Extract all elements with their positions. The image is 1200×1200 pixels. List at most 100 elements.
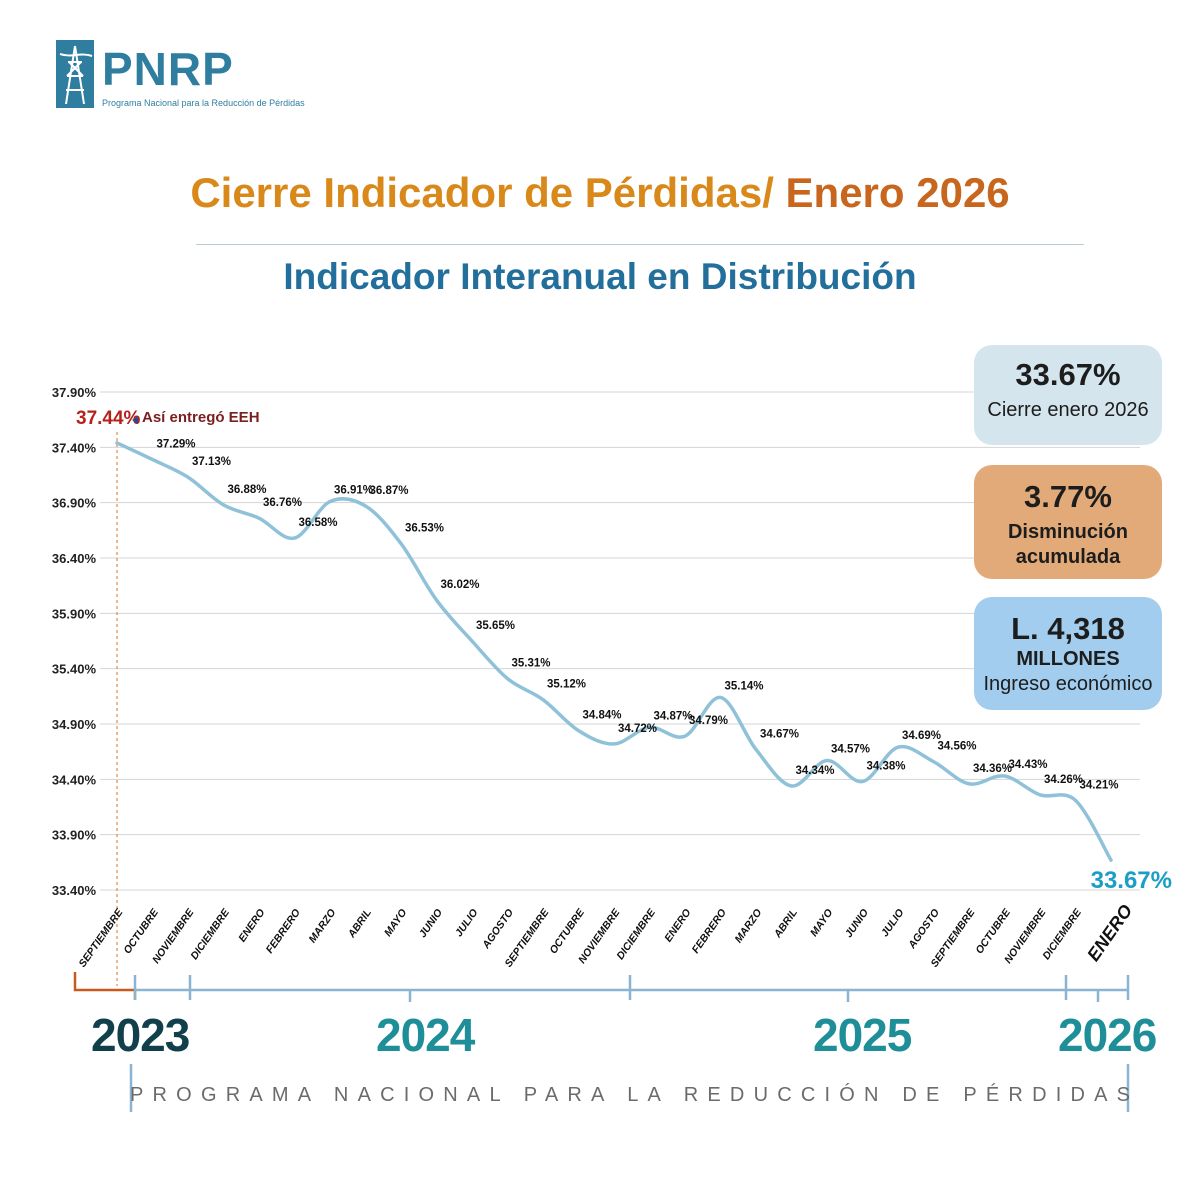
data-point-28 [1109,858,1113,862]
x-tick-label: ABRIL [771,907,800,941]
title-year: Enero 2026 [773,169,1010,216]
data-point-13 [577,729,580,733]
data-label: 35.65% [476,620,515,632]
data-point-15 [648,725,651,729]
y-tick-label: 36.90% [52,496,97,511]
data-label: 35.14% [725,680,764,692]
x-tick-label: ABRIL [345,907,374,941]
data-point-23 [932,760,935,764]
data-point-4 [257,516,261,520]
title-divider [196,244,1084,245]
data-point-21 [861,780,864,784]
data-label: 34.34% [796,765,835,777]
decrease-value: 3.77% [1024,479,1112,514]
x-tick-label-current: ENERO [1083,901,1136,965]
data-label: 34.79% [689,715,728,727]
x-tick-label: ENERO [236,907,267,944]
data-point-9 [435,598,438,602]
data-point-6 [328,500,332,504]
data-label: 36.87% [370,485,409,497]
decrease-card: 3.77% Disminución acumulada [974,465,1162,579]
data-label: 35.31% [512,658,551,670]
x-tick-label: MARZO [307,907,339,945]
closing-value: 33.67% [1015,357,1121,392]
x-tick-label: OCTUBRE [547,906,587,956]
data-label: 34.21% [1080,779,1119,791]
x-tick-label: JULIO [879,907,907,939]
x-tick-label: AGOSTO [480,907,516,952]
data-label: 36.76% [263,497,302,509]
decrease-label-line-1: Disminución [1007,521,1128,543]
data-label: 36.02% [441,579,480,591]
data-label: 34.38% [867,761,906,773]
x-tick-label: JUNIO [843,907,871,940]
data-point-20 [825,759,829,763]
x-tick-label: MAYO [808,907,835,939]
y-tick-label: 34.40% [52,772,97,787]
data-point-14 [612,742,616,746]
data-point-5 [293,536,296,540]
pnrp-logo: PNRP Programa Nacional para la Reducción… [56,40,305,112]
y-tick-label: 36.40% [52,551,97,566]
data-label: 37.29% [157,439,196,451]
data-label: 36.53% [405,523,444,535]
y-tick-label: 35.40% [52,662,97,677]
year-bracket-2023 [73,972,137,1000]
data-point-24 [967,782,971,786]
x-tick-label: OCTUBRE [973,906,1013,956]
closing-label: Cierre enero 2026 [987,399,1149,421]
logo-name: PNRP [102,43,234,95]
data-point-10 [470,639,474,643]
data-label: 34.69% [902,730,941,742]
x-tick-label: MARZO [733,907,765,945]
x-tick-label: OCTUBRE [121,906,161,956]
page-subtitle: Indicador Interanual en Distribución [283,256,917,297]
footer-text: PROGRAMA NACIONAL PARA LA REDUCCIÓN DE P… [130,1084,1140,1106]
data-label: 36.91% [334,485,373,497]
page-title: Cierre Indicador de Pérdidas/ Enero 2026 [0,172,1200,214]
data-point-18 [754,747,758,751]
data-point-11 [506,677,509,681]
y-tick-label: 37.90% [52,385,97,400]
data-point-7 [364,504,367,508]
income-label: Ingreso económico [983,673,1153,695]
logo-tagline: Programa Nacional para la Reducción de P… [102,98,305,108]
year-label-2023: 2023 [91,1009,190,1061]
annotation-text: Así entregó EEH [142,409,260,426]
data-point-16 [683,734,687,738]
y-tick-label: 33.90% [52,828,97,843]
data-label: 34.84% [583,710,622,722]
x-tick-label: FEBRERO [690,907,729,956]
data-label: 34.87% [654,710,693,722]
data-point-25 [1003,774,1006,778]
income-value: L. 4,318 [1011,611,1125,646]
pointer-arrow-icon [132,416,138,424]
y-tick-label: 34.90% [52,717,97,732]
end-value-label: 33.67% [1091,867,1172,894]
start-value-label: 37.44% [76,408,141,429]
data-point-8 [399,542,403,546]
data-label: 34.43% [1009,759,1048,771]
x-tick-label: JULIO [453,907,481,939]
data-label: 36.88% [228,484,267,496]
x-tick-label: AGOSTO [906,907,942,952]
y-tick-label: 35.90% [52,606,97,621]
data-label: 37.13% [192,456,231,468]
x-tick-label: MAYO [382,907,409,939]
income-card: L. 4,318 MILLONES Ingreso económico [974,597,1162,710]
data-label: 34.67% [760,728,799,740]
year-label-2026: 2026 [1058,1009,1157,1061]
year-label-2024: 2024 [376,1009,475,1061]
data-label: 34.56% [938,741,977,753]
data-label: 34.57% [831,744,870,756]
data-label: 34.26% [1044,774,1083,786]
data-label: 34.72% [618,723,657,735]
year-label-2025: 2025 [813,1009,912,1061]
decrease-label-line-2: acumulada [1015,546,1121,568]
decrease-label: Disminución acumulada [974,520,1162,570]
data-label: 35.12% [547,679,586,691]
data-label: 36.58% [299,517,338,529]
data-point-2 [186,475,190,479]
x-tick-label: SEPTIEMBRE [76,906,126,970]
